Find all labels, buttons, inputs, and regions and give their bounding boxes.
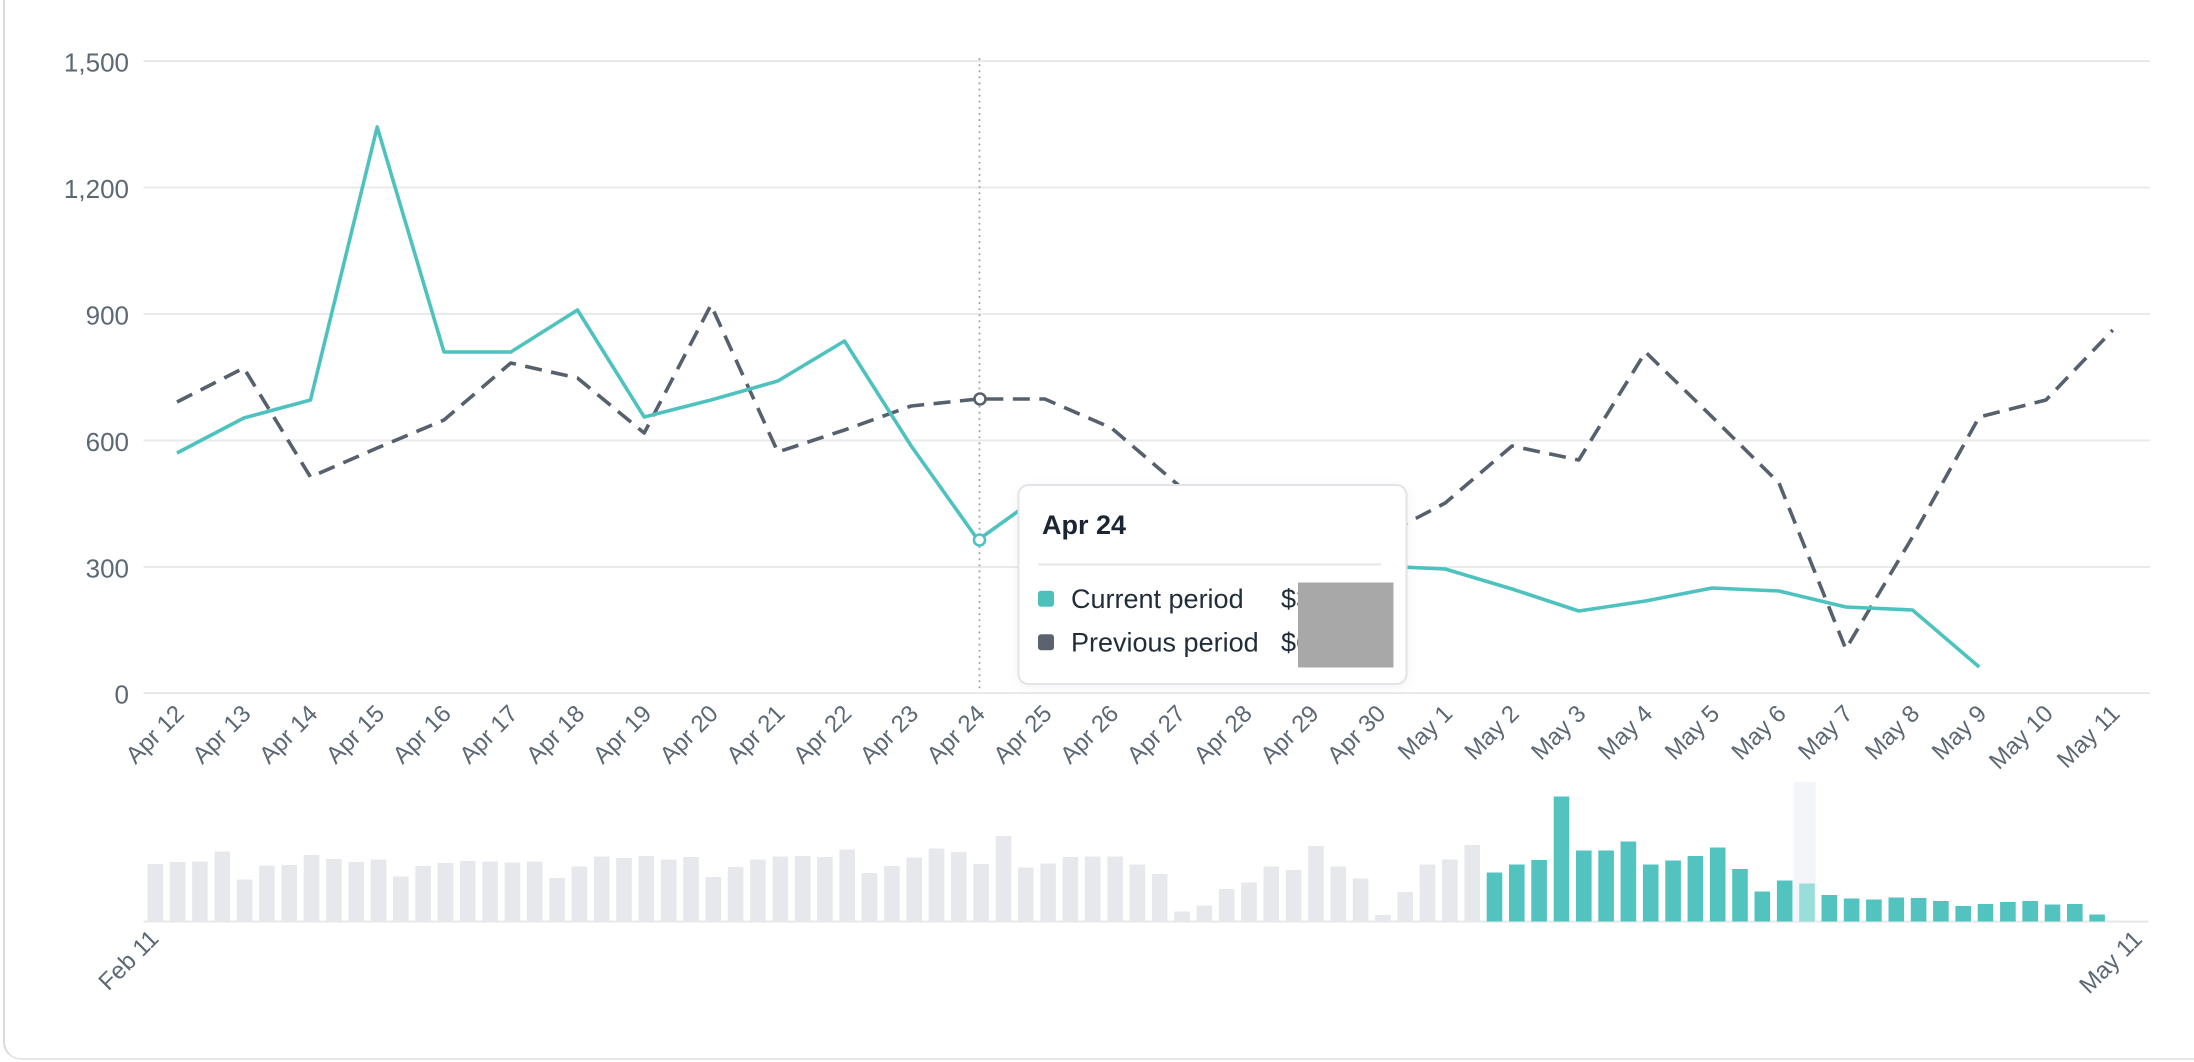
svg-text:Previous period: Previous period [1071,628,1259,658]
svg-text:May 8: May 8 [1860,700,1925,765]
svg-text:May 6: May 6 [1726,700,1791,765]
svg-text:300: 300 [86,553,129,583]
svg-text:0: 0 [115,679,129,709]
svg-text:Apr 24: Apr 24 [922,700,991,769]
svg-text:May 5: May 5 [1660,700,1725,765]
svg-text:Apr 18: Apr 18 [521,700,590,769]
svg-text:Apr 28: Apr 28 [1189,700,1258,769]
svg-text:Apr 20: Apr 20 [655,700,724,769]
svg-text:900: 900 [86,300,129,330]
svg-text:1,500: 1,500 [64,47,129,77]
svg-text:May 1: May 1 [1393,700,1458,765]
svg-text:Apr 24: Apr 24 [1042,510,1126,540]
svg-text:Apr 30: Apr 30 [1322,700,1391,769]
svg-text:May 2: May 2 [1459,700,1524,765]
svg-text:Apr 16: Apr 16 [388,700,457,769]
svg-text:Apr 23: Apr 23 [855,700,924,769]
svg-text:Apr 17: Apr 17 [454,700,523,769]
svg-text:Apr 27: Apr 27 [1122,700,1191,769]
svg-text:1,200: 1,200 [64,174,129,204]
svg-text:Apr 26: Apr 26 [1055,700,1124,769]
svg-text:600: 600 [86,427,129,457]
svg-text:May 11: May 11 [2074,926,2147,999]
svg-text:May 7: May 7 [1793,700,1858,765]
svg-text:May 4: May 4 [1593,700,1658,765]
svg-text:May 10: May 10 [1984,700,2059,775]
svg-text:Current period: Current period [1071,584,1244,614]
svg-text:Apr 22: Apr 22 [788,700,857,769]
svg-text:Apr 19: Apr 19 [588,700,657,769]
svg-text:May 9: May 9 [1927,700,1992,765]
svg-text:Apr 14: Apr 14 [254,700,323,769]
svg-text:Apr 12: Apr 12 [121,700,190,769]
svg-text:Feb 11: Feb 11 [94,925,165,996]
svg-text:May 3: May 3 [1526,700,1591,765]
svg-text:Apr 29: Apr 29 [1255,700,1324,769]
svg-text:May 11: May 11 [2052,700,2125,773]
svg-text:Apr 21: Apr 21 [721,700,790,769]
svg-text:Apr 13: Apr 13 [187,700,256,769]
svg-text:Apr 15: Apr 15 [321,700,390,769]
svg-text:Apr 25: Apr 25 [988,700,1057,769]
